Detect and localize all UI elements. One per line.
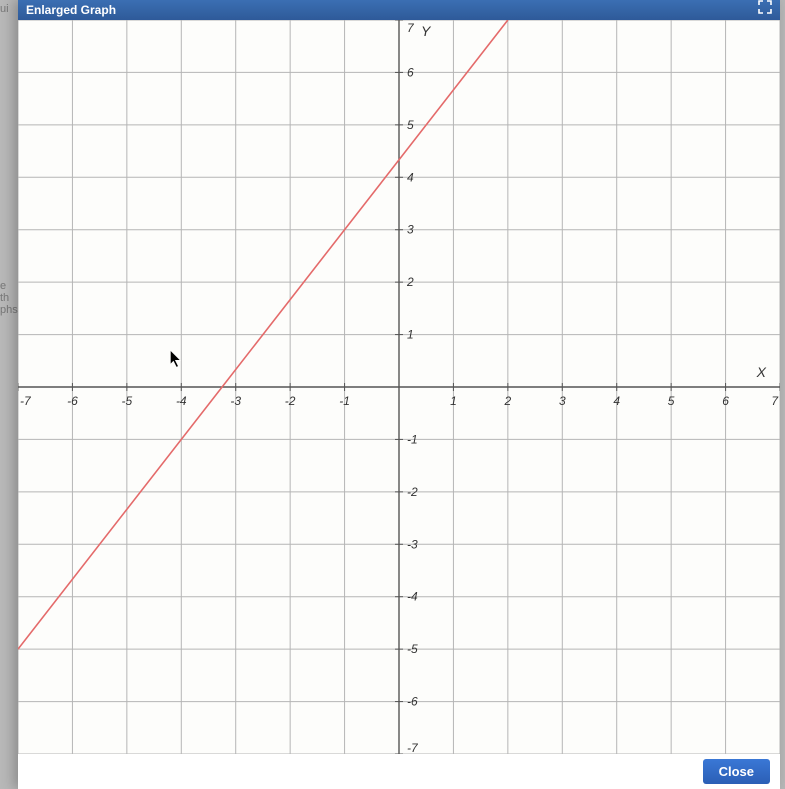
y-tick-label: -6 — [407, 695, 418, 709]
y-tick-label: -4 — [407, 590, 418, 604]
y-tick-label: -2 — [407, 485, 418, 499]
x-tick-label: 5 — [668, 394, 675, 408]
y-tick-label: 3 — [407, 223, 414, 237]
x-tick-label: -7 — [20, 394, 32, 408]
y-tick-label: -1 — [407, 432, 418, 446]
x-tick-label: -4 — [176, 394, 187, 408]
y-tick-label: 1 — [407, 328, 414, 342]
y-tick-label: 2 — [406, 275, 414, 289]
x-tick-label: 1 — [450, 394, 457, 408]
expand-icon[interactable] — [758, 0, 772, 20]
window-title: Enlarged Graph — [26, 0, 116, 20]
y-tick-label: -5 — [407, 642, 418, 656]
enlarged-graph-window: Enlarged Graph -7-6-5-4-3-2-112345677654… — [18, 0, 780, 789]
background-text: ui — [0, 3, 18, 15]
x-tick-label: -1 — [339, 394, 350, 408]
y-tick-label: -7 — [407, 741, 419, 754]
x-tick-label: -2 — [285, 394, 296, 408]
x-tick-label: 6 — [722, 394, 729, 408]
x-tick-label: -6 — [67, 394, 78, 408]
close-button[interactable]: Close — [703, 759, 770, 784]
y-tick-label: 4 — [407, 170, 414, 184]
y-tick-label: 5 — [407, 118, 414, 132]
graph-plot-area: -7-6-5-4-3-2-112345677654321-1-2-3-4-5-6… — [18, 20, 780, 754]
window-footer: Close — [18, 754, 780, 789]
x-tick-label: 2 — [504, 394, 512, 408]
x-tick-label: -5 — [122, 394, 133, 408]
y-tick-label: -3 — [407, 537, 418, 551]
y-tick-label: 6 — [407, 65, 414, 79]
x-tick-label: -3 — [230, 394, 241, 408]
coordinate-graph: -7-6-5-4-3-2-112345677654321-1-2-3-4-5-6… — [18, 20, 780, 754]
x-tick-label: 3 — [559, 394, 566, 408]
x-axis-label: X — [756, 364, 767, 380]
background-text: e thphs — [0, 280, 18, 316]
window-titlebar: Enlarged Graph — [18, 0, 780, 20]
x-tick-label: 4 — [613, 394, 620, 408]
